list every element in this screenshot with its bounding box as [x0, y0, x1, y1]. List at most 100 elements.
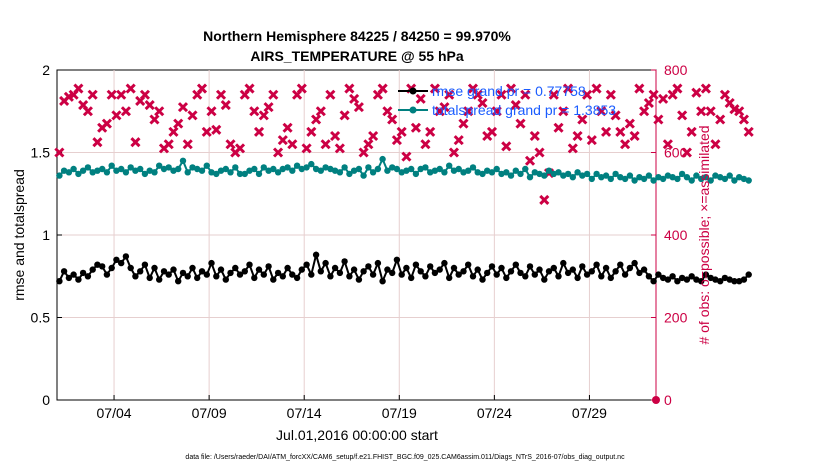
series-point: [698, 278, 705, 285]
series-point: [132, 273, 139, 280]
series-point: [393, 256, 401, 263]
series-point: [365, 263, 372, 270]
obs-marker: [325, 89, 336, 100]
series-point: [650, 278, 657, 285]
series-point: [555, 169, 562, 176]
obs-marker: [306, 126, 317, 137]
series-point: [365, 164, 372, 171]
obs-marker: [330, 130, 341, 142]
y-axis-left-label: rmse and totalspread: [11, 169, 27, 301]
series-point: [346, 170, 353, 178]
obs-marker: [520, 89, 531, 100]
series-point: [179, 269, 187, 277]
series-point: [222, 165, 229, 173]
obs-marker: [696, 106, 707, 117]
series-point: [260, 164, 267, 171]
obs-marker: [387, 114, 398, 125]
obs-marker: [253, 126, 265, 137]
series-point: [474, 266, 481, 273]
series-point: [156, 276, 163, 283]
obs-marker: [268, 89, 279, 100]
obs-marker: [601, 126, 612, 137]
series-point: [541, 276, 548, 283]
series-point: [274, 269, 282, 277]
series-point: [146, 167, 153, 174]
series-point: [721, 175, 729, 183]
obs-marker: [215, 89, 227, 100]
series-point: [56, 172, 63, 179]
obs-marker: [320, 139, 331, 150]
obs-marker: [187, 110, 198, 121]
series-point: [503, 169, 510, 176]
series-point: [626, 172, 634, 179]
obs-marker: [220, 100, 231, 111]
series-point: [526, 174, 534, 181]
series-point: [137, 268, 144, 275]
series-point: [517, 170, 524, 178]
obs-marker: [363, 139, 374, 150]
obs-marker: [653, 114, 664, 125]
series-point: [184, 273, 191, 280]
series-point: [640, 175, 648, 183]
obs-marker: [615, 126, 626, 137]
obs-marker: [558, 106, 569, 117]
series-point: [108, 264, 115, 272]
series-point: [355, 165, 363, 173]
series-point: [184, 169, 191, 176]
series-point: [308, 160, 315, 168]
obs-marker: [448, 147, 460, 158]
series-point: [479, 170, 486, 178]
series-point: [222, 276, 229, 283]
series-point: [75, 170, 82, 178]
obs-marker: [396, 126, 407, 137]
obs-marker: [515, 118, 526, 129]
series-point: [669, 273, 676, 280]
obs-marker: [420, 139, 431, 150]
obs-marker: [87, 89, 98, 100]
obs-marker: [344, 83, 355, 94]
obs-marker: [201, 126, 212, 137]
series-point: [465, 261, 472, 268]
obs-marker: [287, 139, 298, 150]
series-point: [702, 271, 710, 278]
series-point: [308, 271, 315, 278]
series-point: [531, 271, 538, 278]
series-point: [175, 278, 182, 285]
series-point: [745, 177, 752, 184]
series-point: [493, 165, 500, 173]
obs-marker: [734, 106, 745, 117]
obs-marker: [358, 147, 369, 158]
series-point: [127, 164, 134, 171]
series-point: [336, 169, 344, 176]
series-point: [408, 274, 415, 282]
obs-marker: [92, 137, 103, 148]
series-point: [717, 278, 724, 285]
series-point: [674, 278, 681, 285]
series-point: [341, 258, 348, 265]
obs-marker: [700, 83, 711, 94]
obs-marker: [73, 83, 84, 94]
series-point: [579, 172, 586, 179]
series-point: [536, 170, 543, 178]
series-point: [645, 172, 653, 179]
series-point: [322, 259, 329, 267]
obs-marker: [439, 102, 450, 113]
series-point: [274, 169, 282, 176]
obs-marker: [529, 130, 540, 142]
obs-marker: [391, 135, 402, 146]
series-point: [545, 167, 553, 174]
obs-marker: [368, 130, 379, 142]
series-point: [246, 261, 253, 268]
series-point: [60, 167, 68, 174]
obs-marker: [658, 93, 669, 104]
series-point: [564, 269, 572, 277]
series-point: [265, 263, 272, 270]
series-point: [422, 164, 429, 171]
legend-rmse-marker: [409, 87, 417, 95]
series-point: [232, 264, 239, 272]
series-point: [141, 170, 149, 178]
series-point: [346, 273, 353, 280]
obs-marker: [339, 110, 350, 121]
series-point: [455, 271, 462, 278]
series-point: [350, 167, 358, 174]
